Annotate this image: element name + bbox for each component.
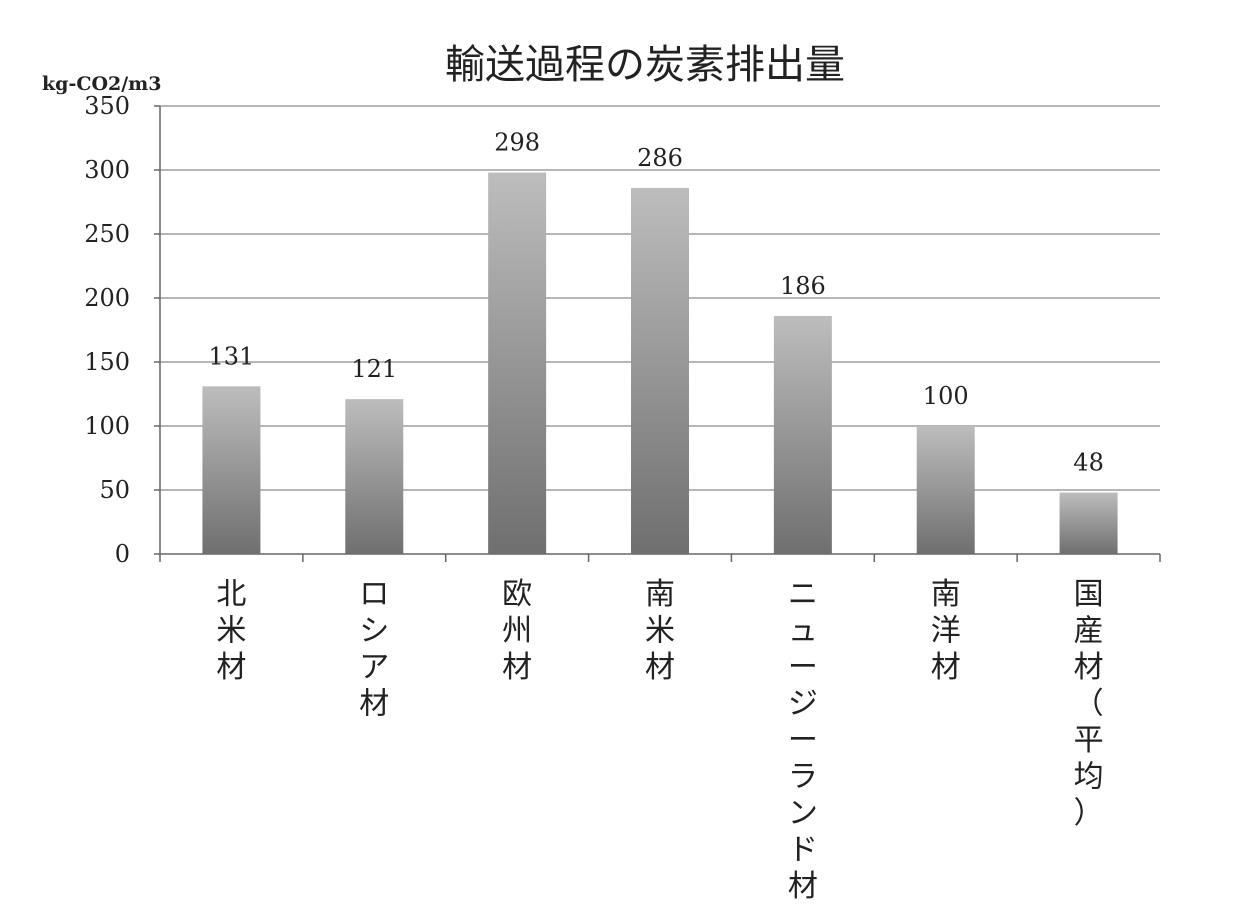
y-tick-label: 0 bbox=[115, 540, 130, 568]
y-axis-unit-label: kg-CO2/m3 bbox=[42, 73, 162, 95]
category-label: 欧州材 bbox=[502, 577, 532, 685]
y-tick-label: 250 bbox=[84, 220, 130, 248]
category-label: 北米材 bbox=[216, 577, 246, 685]
data-labels: 131 121 298 286 186 100 48 bbox=[209, 129, 1104, 477]
chart-title: 輸送過程の炭素排出量 bbox=[445, 42, 845, 88]
data-label: 100 bbox=[923, 382, 969, 410]
category-label: ニュージーランド材 bbox=[788, 577, 818, 904]
bar bbox=[202, 386, 261, 554]
y-tick-label: 150 bbox=[84, 348, 130, 376]
category-label: 南米材 bbox=[645, 577, 675, 685]
y-tick-label: 200 bbox=[84, 284, 130, 312]
data-label: 48 bbox=[1073, 449, 1104, 477]
bar bbox=[631, 187, 689, 555]
y-tick-label: 300 bbox=[84, 156, 130, 184]
category-label: 南洋材 bbox=[931, 577, 961, 685]
bars bbox=[202, 172, 1118, 555]
category-label: ロシア材 bbox=[359, 577, 389, 722]
data-label: 121 bbox=[351, 355, 397, 383]
data-label: 186 bbox=[780, 272, 826, 300]
y-tick-label: 350 bbox=[84, 92, 130, 120]
y-tick-label: 100 bbox=[84, 412, 130, 440]
bar bbox=[1059, 492, 1118, 554]
data-label: 131 bbox=[209, 342, 255, 370]
bar bbox=[916, 426, 975, 554]
x-axis-categories: 北米材 ロシア材 欧州材 南米材 ニュージーランド材 南洋材 国産材（平均） bbox=[216, 577, 1103, 904]
data-label: 298 bbox=[494, 129, 540, 157]
data-label: 286 bbox=[637, 144, 683, 172]
bar bbox=[345, 399, 404, 554]
y-tick-label: 50 bbox=[99, 476, 130, 504]
bar bbox=[488, 172, 547, 554]
bar bbox=[773, 315, 832, 554]
category-label: 国産材（平均） bbox=[1074, 577, 1104, 831]
y-axis-ticks: 0 50 100 150 200 250 300 350 bbox=[84, 92, 160, 568]
